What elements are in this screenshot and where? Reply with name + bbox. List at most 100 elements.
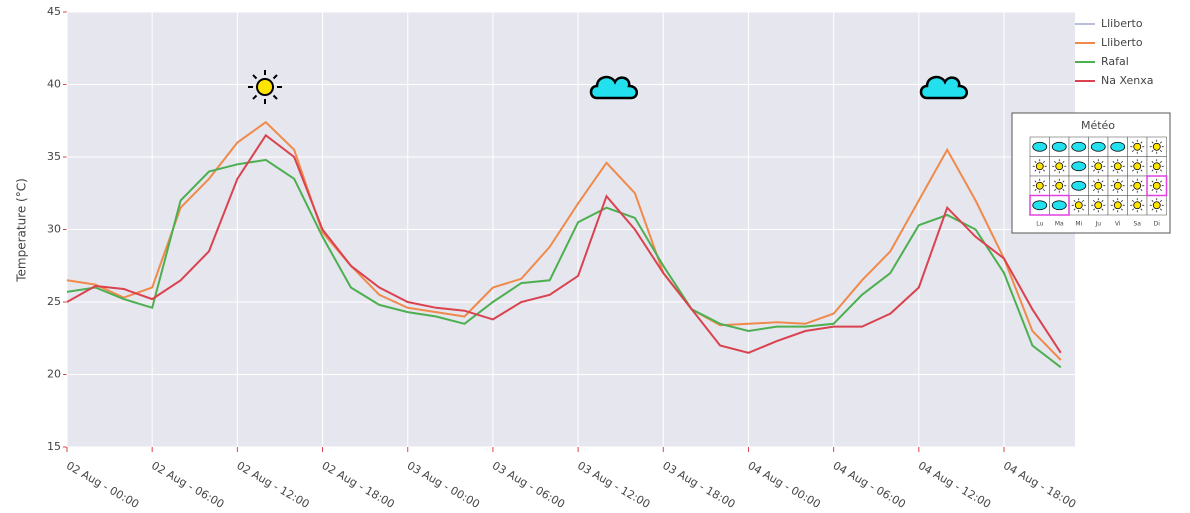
meteo-ray — [1151, 169, 1154, 172]
meteo-sun — [1094, 162, 1103, 171]
meteo-cloud — [1071, 161, 1087, 172]
meteo-ray — [1140, 150, 1143, 152]
meteo-ray — [1140, 161, 1143, 163]
meteo-ray — [1043, 180, 1045, 183]
meteo-ray — [1054, 180, 1056, 183]
meteo-sun — [1152, 201, 1161, 210]
meteo-day-label: Sa — [1134, 221, 1142, 228]
cloud-icon — [919, 75, 968, 100]
meteo-cloud — [1032, 200, 1048, 211]
meteo-ray — [1160, 169, 1162, 172]
meteo-ray — [1073, 200, 1076, 202]
y-tick-label: 15 — [47, 440, 61, 453]
meteo-sun — [1133, 181, 1142, 190]
meteo-ray — [1062, 189, 1065, 191]
meteo-ray — [1062, 169, 1065, 172]
meteo-day-label: Ju — [1094, 221, 1101, 228]
meteo-ray — [1160, 189, 1162, 191]
meteo-ray — [1132, 150, 1134, 152]
x-tick-label: 04 Aug - 12:00 — [916, 459, 993, 511]
meteo-sun — [1133, 142, 1142, 151]
weather-icons — [248, 70, 968, 104]
meteo-cloud — [1032, 141, 1048, 152]
meteo-ray — [1151, 180, 1154, 183]
meteo-ray — [1140, 180, 1143, 183]
meteo-day-label: Lu — [1036, 221, 1043, 228]
meteo-day-label: Ma — [1055, 221, 1064, 228]
meteo-ray — [1062, 180, 1065, 183]
meteo-ray — [1160, 208, 1162, 211]
meteo-sun — [1113, 181, 1122, 190]
meteo-sun — [1133, 201, 1142, 210]
meteo-ray — [1160, 150, 1162, 152]
legend-label: Na Xenxa — [1101, 74, 1154, 87]
meteo-title: Météo — [1081, 119, 1115, 132]
y-tick-label: 35 — [47, 150, 61, 163]
meteo-ray — [1101, 161, 1104, 163]
x-tick-label: 02 Aug - 12:00 — [234, 459, 311, 511]
x-tick-label: 04 Aug - 06:00 — [831, 459, 908, 511]
meteo-ray — [1140, 141, 1143, 144]
meteo-ray — [1132, 161, 1134, 163]
y-tick-label: 25 — [47, 295, 61, 308]
legend-label: Lliberto — [1101, 17, 1143, 30]
meteo-ray — [1034, 189, 1037, 191]
meteo-ray — [1093, 200, 1095, 202]
meteo-cloud — [1110, 141, 1126, 152]
x-tick-label: 03 Aug - 00:00 — [405, 459, 482, 511]
meteo-sun — [1113, 201, 1122, 210]
meteo-ray — [1054, 169, 1056, 172]
y-tick-label: 20 — [47, 368, 61, 381]
legend: Lliberto Lliberto Rafal Na Xenxa — [1075, 17, 1154, 87]
meteo-ray — [1151, 208, 1154, 211]
meteo-ray — [1082, 208, 1084, 211]
meteo-sun — [1152, 142, 1161, 151]
meteo-ray — [1160, 161, 1162, 163]
series-line — [66, 120, 1062, 361]
meteo-ray — [1151, 141, 1154, 144]
meteo-ray — [1093, 161, 1095, 163]
meteo-ray — [1101, 169, 1104, 172]
meteo-sun — [1094, 181, 1103, 190]
meteo-ray — [1121, 169, 1123, 172]
meteo-sun — [1055, 162, 1064, 171]
meteo-ray — [1101, 180, 1104, 183]
meteo-ray — [1140, 200, 1143, 202]
x-tick-label: 02 Aug - 00:00 — [64, 459, 141, 511]
meteo-ray — [1151, 200, 1154, 202]
meteo-sun — [1133, 162, 1142, 171]
meteo-highlight — [1029, 194, 1070, 216]
legend-label: Lliberto — [1101, 36, 1143, 49]
y-tick-label: 40 — [47, 78, 61, 91]
meteo-ray — [1132, 169, 1134, 172]
meteo-ray — [1112, 189, 1115, 191]
meteo-ray — [1101, 189, 1104, 191]
meteo-ray — [1101, 200, 1104, 202]
meteo-ray — [1112, 208, 1115, 211]
meteo-ray — [1140, 208, 1143, 211]
meteo-ray — [1034, 180, 1037, 183]
meteo-ray — [1034, 161, 1037, 163]
sun-icon — [248, 70, 282, 104]
meteo-ray — [1034, 169, 1037, 172]
x-tick-label: 04 Aug - 00:00 — [745, 459, 822, 511]
meteo-ray — [1121, 180, 1123, 183]
meteo-cloud — [1090, 141, 1106, 152]
meteo-ray — [1151, 189, 1154, 191]
x-tick-label: 03 Aug - 18:00 — [660, 459, 737, 511]
y-axis-title: Temperature (°C) — [15, 178, 29, 283]
meteo-ray — [1112, 200, 1115, 202]
meteo-sun — [1055, 181, 1064, 190]
meteo-cloud — [1071, 180, 1087, 191]
x-tick-label: 03 Aug - 12:00 — [575, 459, 652, 511]
x-tick-label: 02 Aug - 18:00 — [320, 459, 397, 511]
meteo-ray — [1093, 180, 1095, 183]
meteo-ray — [1093, 169, 1095, 172]
meteo-day-label: Vi — [1115, 221, 1121, 228]
meteo-ray — [1160, 141, 1162, 144]
meteo-sun — [1035, 181, 1044, 190]
meteo-ray — [1112, 180, 1115, 183]
y-tick-label: 45 — [47, 5, 61, 18]
meteo-ray — [1160, 180, 1162, 183]
